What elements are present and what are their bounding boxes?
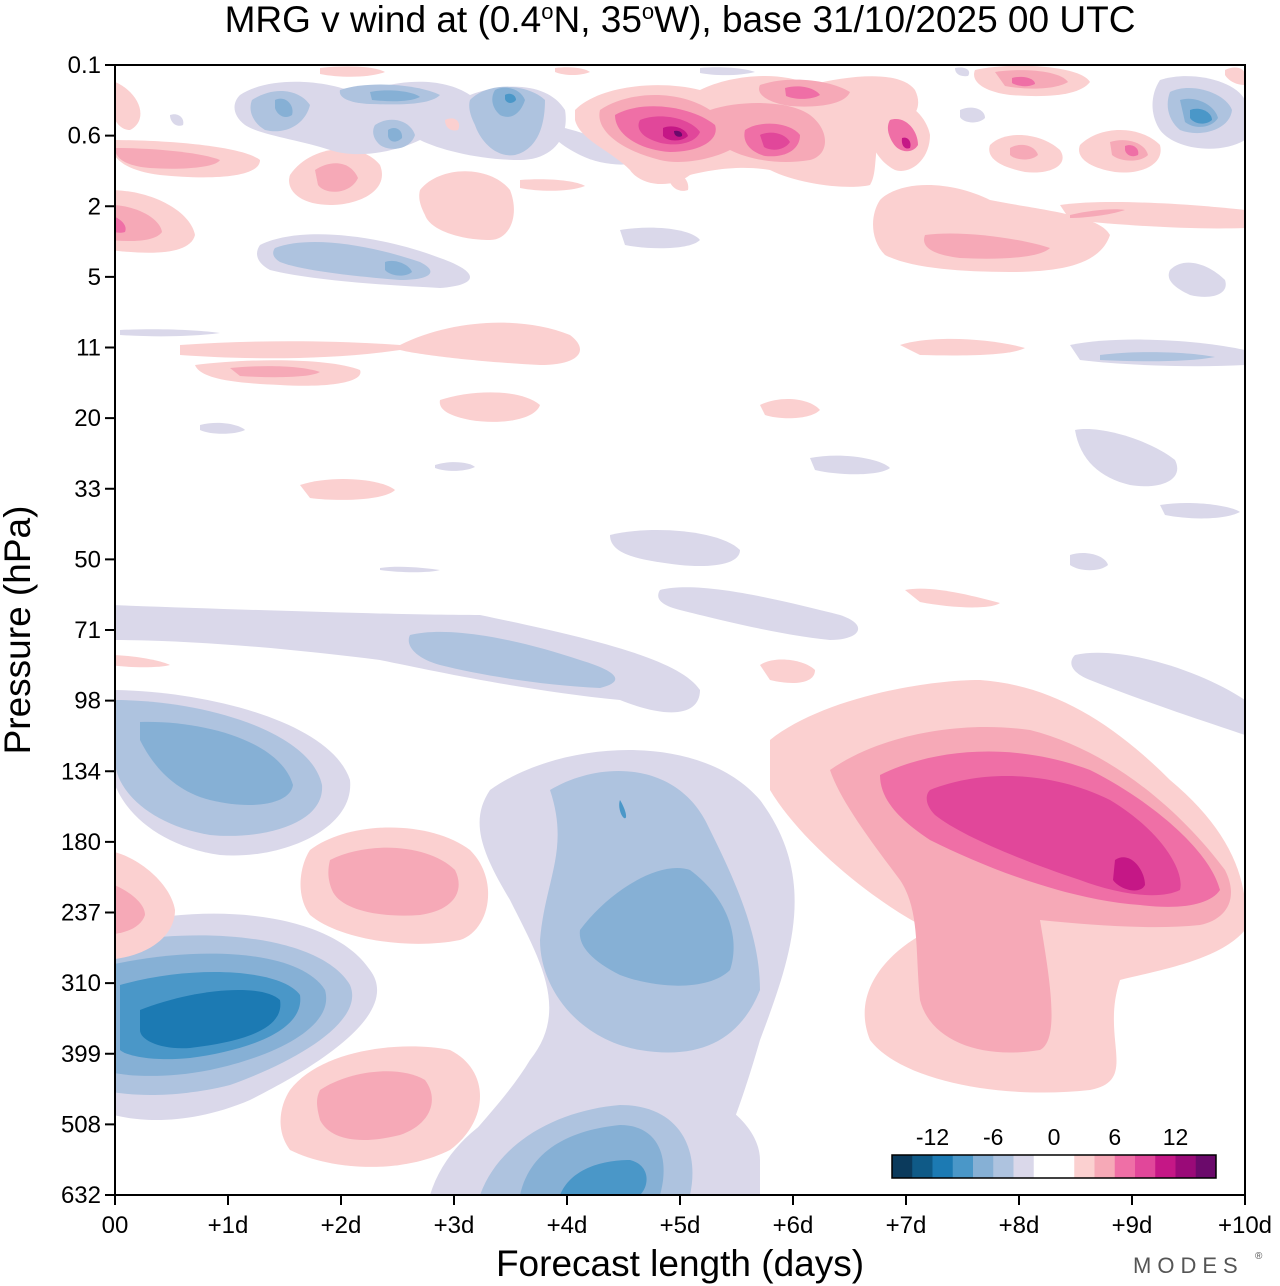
x-tick-label: +10d [1218,1212,1272,1239]
y-tick-label: 0.1 [68,52,101,79]
colorbar-swatch [1094,1155,1116,1178]
colorbar-swatch [892,1155,913,1178]
x-tick-label: 00 [102,1212,129,1239]
colorbar-swatch [1135,1155,1156,1178]
chart-title: MRG v wind at (0.4oN, 35oW), base 31/10/… [225,0,1136,40]
colorbar-label: 0 [1048,1124,1061,1150]
colorbar-label: -6 [983,1124,1003,1150]
y-tick-label: 2 [88,193,101,220]
colorbar-swatch [1155,1155,1176,1178]
mid-level-bands [115,530,1245,735]
y-tick-label: 180 [61,829,101,856]
x-tick-label: +7d [886,1212,927,1239]
contour-field [115,65,1245,1195]
colorbar-swatch [1114,1155,1136,1178]
colorbar-swatch [932,1155,954,1178]
y-axis: 0.1 0.6 2 5 11 20 33 50 71 98 134 180 237 310 399 508 63… [61,52,115,1209]
modes-logo-mark: ® [1255,1251,1263,1262]
y-tick-label: 50 [74,546,101,573]
colorbar-swatch [1054,1155,1075,1178]
y-tick-label: 33 [74,476,101,503]
x-tick-label: +2d [321,1212,362,1239]
colorbar-swatch [1175,1155,1197,1178]
y-tick-label: 508 [61,1111,101,1138]
colorbar-label: -12 [916,1124,949,1150]
x-tick-label: +6d [773,1212,814,1239]
upper-level-features [115,65,1245,519]
colorbar-swatch [973,1155,994,1178]
colorbar-swatch [952,1155,974,1178]
x-axis-label: Forecast length (days) [496,1243,864,1284]
y-tick-label: 632 [61,1182,101,1209]
x-tick-label: +3d [434,1212,475,1239]
colorbar-swatch [1013,1155,1035,1178]
x-tick-label: +1d [208,1212,249,1239]
neg-lobe-bottom [430,1078,760,1195]
y-axis-label: Pressure (hPa) [0,506,38,755]
colorbar-swatch [1195,1155,1217,1178]
y-tick-label: 98 [74,688,101,715]
colorbar-frame [891,1154,1217,1179]
y-tick-label: 310 [61,970,101,997]
pos-lobe-left-edge [115,852,175,959]
colorbar-swatch [1074,1155,1095,1178]
neg-lobe-low-left [115,913,377,1120]
y-tick-label: 237 [61,900,101,927]
y-tick-label: 11 [76,335,101,362]
y-tick-label: 134 [61,758,101,785]
y-tick-label: 71 [74,617,101,644]
x-tick-label: +4d [547,1212,588,1239]
colorbar-label: 6 [1108,1124,1121,1150]
pos-lobe-center-low [280,1046,480,1167]
x-tick-label: +9d [1112,1212,1153,1239]
colorbar-swatch [993,1155,1014,1178]
neg-lobe-upper-left [115,690,351,856]
neg-lobe-mid [430,750,795,1195]
colorbar-label: 12 [1163,1124,1189,1150]
modes-logo: MODES [1133,1253,1244,1278]
y-tick-label: 399 [61,1041,101,1068]
y-tick-label: 0.6 [68,123,101,150]
pos-lobe-right [770,680,1245,1093]
x-axis: 00 +1d +2d +3d +4d +5d +6d +7d +8d +9d +10d [102,1195,1272,1239]
colorbar-swatch [912,1155,933,1178]
y-tick-label: 5 [88,264,101,291]
pos-lobe-center [300,827,489,944]
x-tick-label: +8d [999,1212,1040,1239]
colorbar-swatch [1033,1155,1055,1178]
y-tick-label: 20 [74,405,101,432]
x-tick-label: +5d [660,1212,701,1239]
colorbar: -12 -6 0 6 12 [891,1124,1217,1179]
